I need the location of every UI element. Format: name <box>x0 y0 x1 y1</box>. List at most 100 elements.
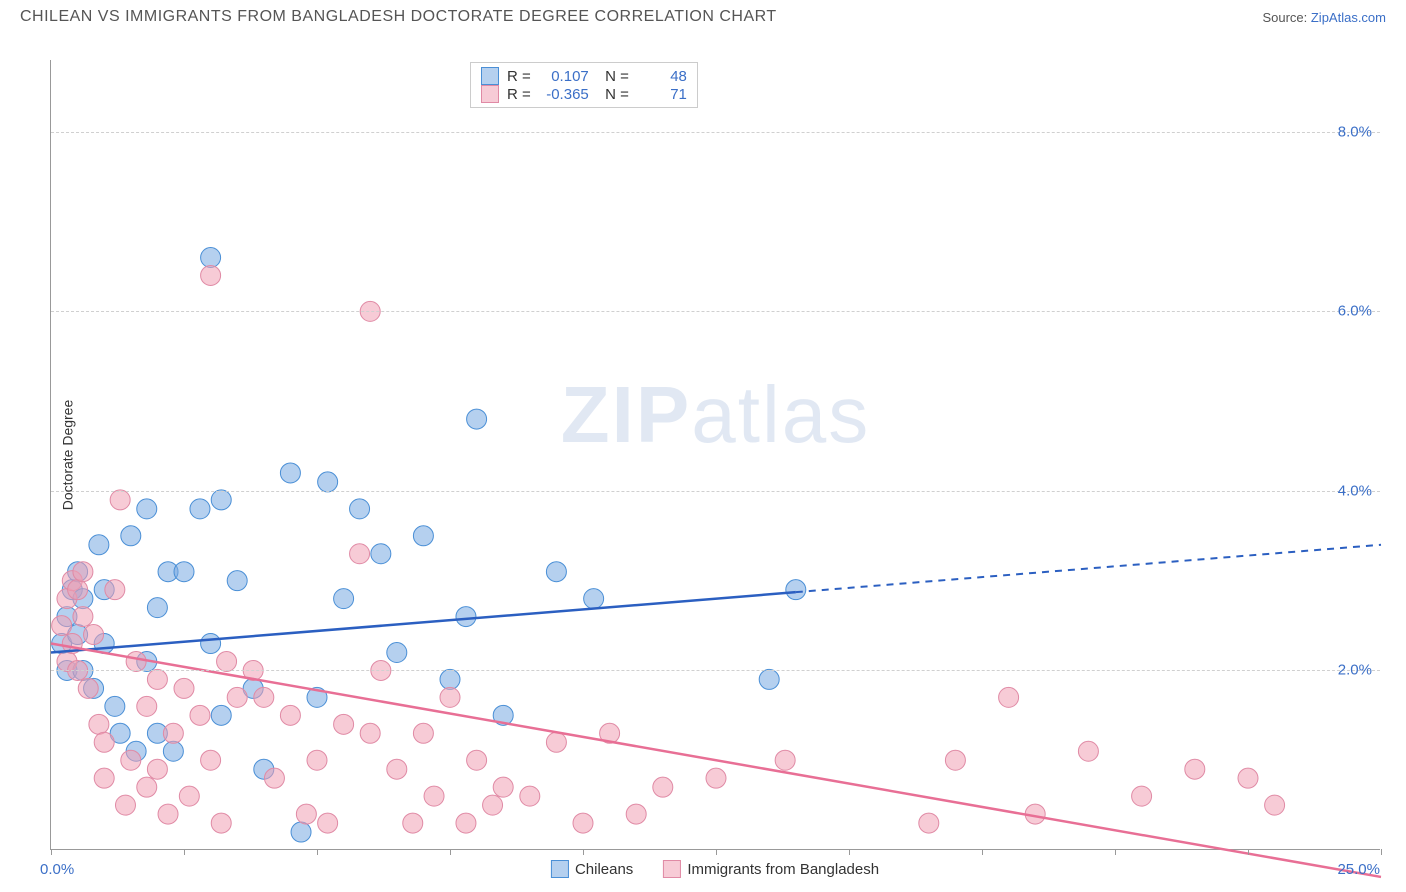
stat-row: R =-0.365 N =71 <box>481 85 687 103</box>
data-point <box>467 750 487 770</box>
data-point <box>334 714 354 734</box>
x-tick <box>184 849 185 855</box>
data-point <box>1238 768 1258 788</box>
x-tick <box>1248 849 1249 855</box>
data-point <box>264 768 284 788</box>
data-point <box>307 750 327 770</box>
data-point <box>371 544 391 564</box>
chart-title: CHILEAN VS IMMIGRANTS FROM BANGLADESH DO… <box>20 8 777 26</box>
data-point <box>227 571 247 591</box>
data-point <box>73 607 93 627</box>
stat-n-value: 48 <box>637 68 687 85</box>
data-point <box>759 669 779 689</box>
data-point <box>121 750 141 770</box>
legend-item: Chileans <box>551 860 633 878</box>
data-point <box>147 598 167 618</box>
data-point <box>945 750 965 770</box>
legend-swatch <box>481 67 499 85</box>
data-point <box>653 777 673 797</box>
data-point <box>254 687 274 707</box>
data-point <box>493 777 513 797</box>
stat-r-value: 0.107 <box>539 68 589 85</box>
data-point <box>179 786 199 806</box>
data-point <box>126 651 146 671</box>
y-axis-title: Doctorate Degree <box>59 400 75 511</box>
data-point <box>137 499 157 519</box>
source-link[interactable]: ZipAtlas.com <box>1311 10 1386 25</box>
plot-svg <box>51 60 1381 850</box>
data-point <box>350 544 370 564</box>
data-point <box>424 786 444 806</box>
data-point <box>456 607 476 627</box>
data-point <box>105 696 125 716</box>
data-point <box>318 813 338 833</box>
x-tick <box>1115 849 1116 855</box>
data-point <box>584 589 604 609</box>
data-point <box>68 580 88 600</box>
data-point <box>84 625 104 645</box>
data-point <box>158 804 178 824</box>
data-point <box>999 687 1019 707</box>
data-point <box>786 580 806 600</box>
correlation-stat-box: R =0.107 N =48R =-0.365 N =71 <box>470 62 698 108</box>
x-tick <box>982 849 983 855</box>
data-point <box>201 265 221 285</box>
data-point <box>706 768 726 788</box>
x-tick <box>1381 849 1382 855</box>
gridline <box>51 311 1380 312</box>
data-point <box>280 463 300 483</box>
stat-row: R =0.107 N =48 <box>481 67 687 85</box>
y-tick-label: 4.0% <box>1338 482 1372 499</box>
data-point <box>115 795 135 815</box>
plot-area: ZIPatlas 2.0%4.0%6.0%8.0% <box>50 60 1380 850</box>
data-point <box>73 562 93 582</box>
data-point <box>89 535 109 555</box>
x-tick <box>849 849 850 855</box>
data-point <box>775 750 795 770</box>
data-point <box>413 723 433 743</box>
data-point <box>52 616 72 636</box>
y-tick-label: 8.0% <box>1338 123 1372 140</box>
data-point <box>520 786 540 806</box>
data-point <box>1078 741 1098 761</box>
data-point <box>360 723 380 743</box>
legend-swatch <box>481 85 499 103</box>
data-point <box>147 759 167 779</box>
data-point <box>94 768 114 788</box>
data-point <box>546 732 566 752</box>
y-tick-label: 6.0% <box>1338 303 1372 320</box>
data-point <box>280 705 300 725</box>
data-point <box>201 750 221 770</box>
data-point <box>163 741 183 761</box>
data-point <box>211 813 231 833</box>
x-min-label: 0.0% <box>40 861 74 878</box>
chart-header: CHILEAN VS IMMIGRANTS FROM BANGLADESH DO… <box>0 0 1406 34</box>
legend-label: Immigrants from Bangladesh <box>687 861 879 878</box>
gridline <box>51 132 1380 133</box>
stat-r-value: -0.365 <box>539 86 589 103</box>
data-point <box>403 813 423 833</box>
gridline <box>51 670 1380 671</box>
data-point <box>78 678 98 698</box>
chart-source: Source: ZipAtlas.com <box>1262 10 1386 25</box>
data-point <box>626 804 646 824</box>
data-point <box>387 643 407 663</box>
data-point <box>456 813 476 833</box>
data-point <box>387 759 407 779</box>
data-point <box>1132 786 1152 806</box>
data-point <box>163 723 183 743</box>
y-tick-label: 2.0% <box>1338 662 1372 679</box>
chart-container: ZIPatlas 2.0%4.0%6.0%8.0% Doctorate Degr… <box>50 60 1380 850</box>
data-point <box>174 678 194 698</box>
data-point <box>211 490 231 510</box>
data-point <box>919 813 939 833</box>
data-point <box>174 562 194 582</box>
data-point <box>137 696 157 716</box>
data-point <box>227 687 247 707</box>
data-point <box>94 732 114 752</box>
gridline <box>51 491 1380 492</box>
data-point <box>121 526 141 546</box>
data-point <box>110 490 130 510</box>
data-point <box>318 472 338 492</box>
x-tick <box>51 849 52 855</box>
